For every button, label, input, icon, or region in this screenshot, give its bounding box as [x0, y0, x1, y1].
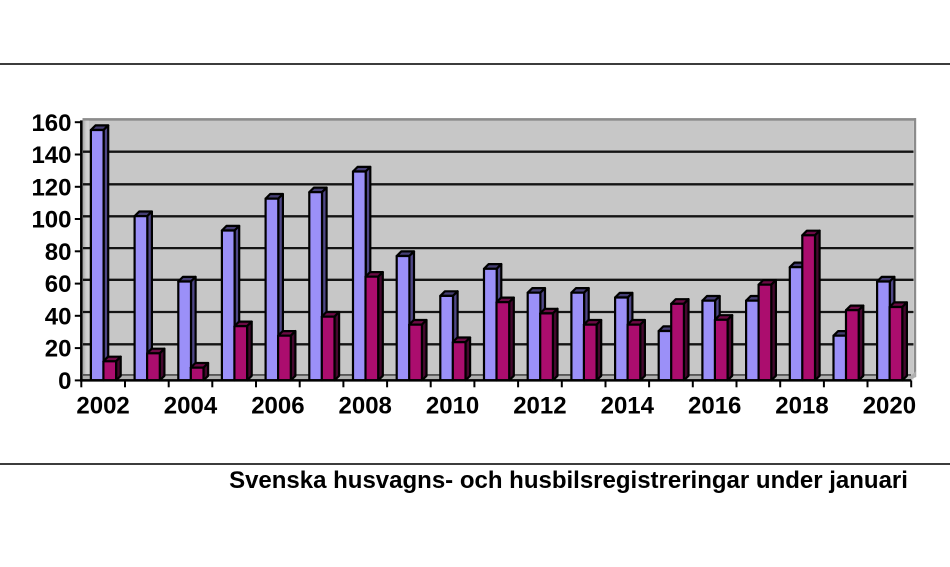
svg-text:2012: 2012: [513, 392, 566, 419]
svg-text:2014: 2014: [601, 392, 655, 419]
svg-text:2006: 2006: [251, 392, 304, 419]
svg-text:80: 80: [45, 239, 72, 266]
svg-text:20: 20: [45, 336, 72, 363]
svg-text:0: 0: [58, 368, 71, 395]
svg-text:2010: 2010: [426, 392, 479, 419]
svg-text:120: 120: [31, 174, 71, 201]
svg-text:60: 60: [45, 271, 72, 298]
svg-text:100: 100: [31, 207, 71, 234]
svg-text:2008: 2008: [339, 392, 392, 419]
svg-text:2004: 2004: [164, 392, 218, 419]
svg-text:140: 140: [31, 142, 71, 169]
svg-text:40: 40: [45, 303, 72, 330]
svg-text:2016: 2016: [688, 392, 741, 419]
svg-text:2002: 2002: [76, 392, 129, 419]
svg-text:2018: 2018: [775, 392, 828, 419]
svg-text:2020: 2020: [863, 392, 916, 419]
svg-text:160: 160: [31, 110, 71, 137]
